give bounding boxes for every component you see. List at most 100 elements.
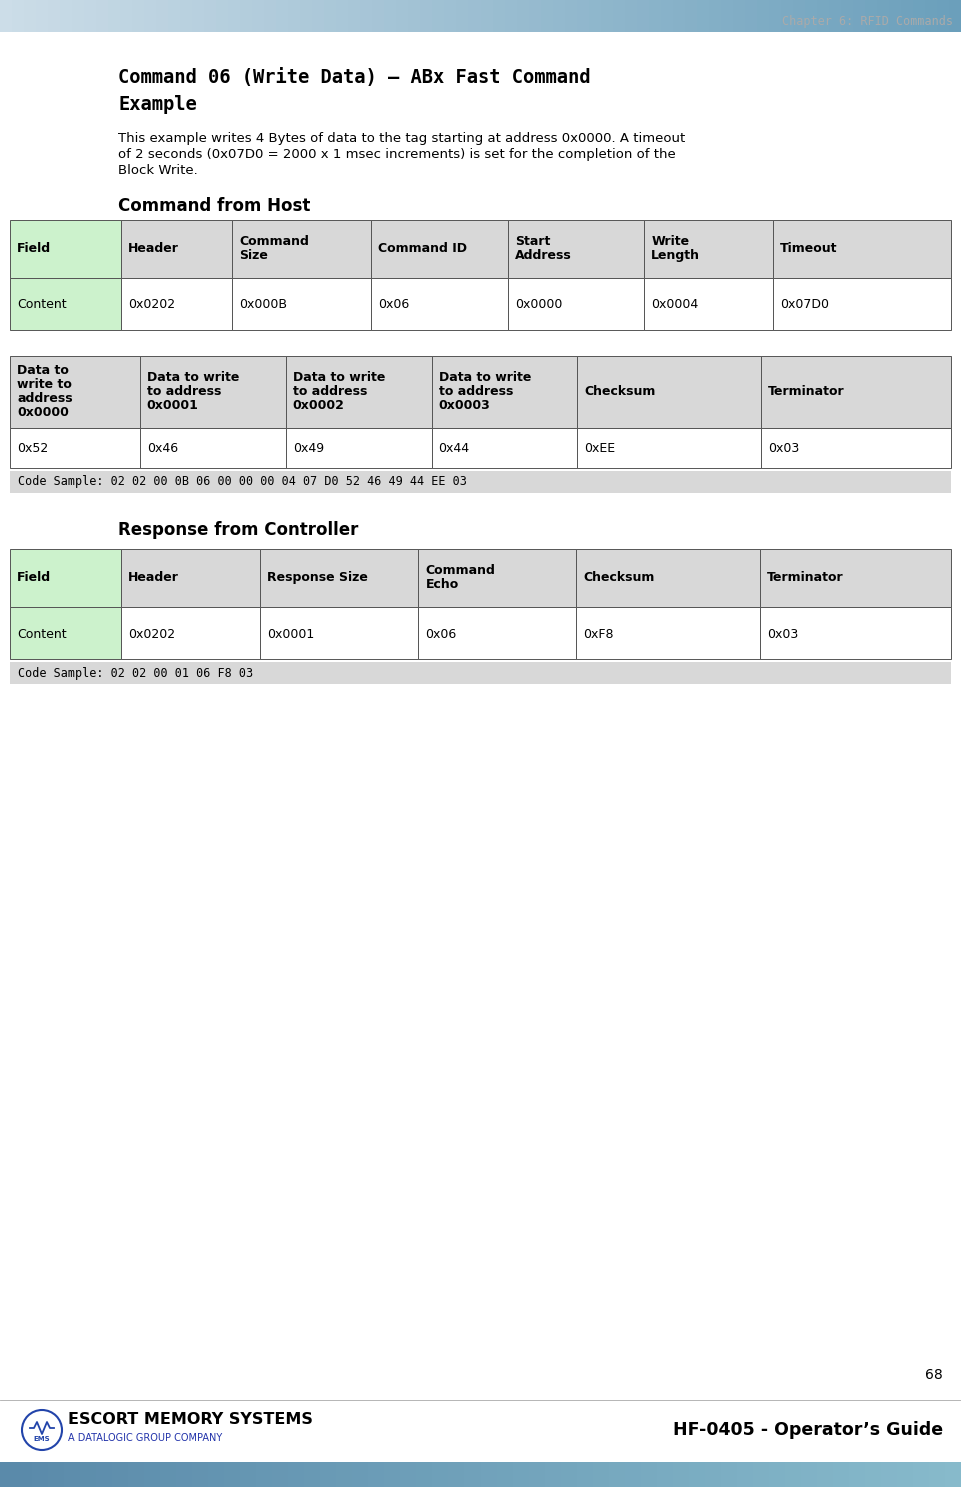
Text: 0x0000: 0x0000 (515, 299, 562, 311)
Bar (456, 0, 470, 33)
Bar (656, 1462, 674, 1487)
Bar (512, 1462, 530, 1487)
Bar (401, 1462, 417, 1487)
Bar (505, 0, 518, 33)
Bar (913, 1462, 930, 1487)
Bar (897, 1462, 914, 1487)
Text: 0x0202: 0x0202 (128, 299, 175, 311)
Text: 0xEE: 0xEE (584, 443, 616, 455)
Bar (325, 0, 337, 33)
Bar (737, 1462, 753, 1487)
Bar (384, 0, 398, 33)
Bar (673, 0, 686, 33)
Text: Header: Header (128, 571, 179, 584)
Bar (540, 0, 554, 33)
Bar (48, 0, 62, 33)
Bar (865, 0, 878, 33)
Bar (168, 0, 182, 33)
Bar (301, 0, 313, 33)
Bar (721, 0, 734, 33)
Text: Size: Size (239, 248, 268, 262)
Text: write to: write to (17, 378, 72, 391)
Text: Content: Content (17, 299, 66, 311)
Bar (577, 1462, 594, 1487)
Bar (336, 1462, 354, 1487)
Bar (260, 549, 418, 607)
Bar (560, 1462, 578, 1487)
Bar (684, 0, 698, 33)
Text: HF-0405 - Operator’s Guide: HF-0405 - Operator’s Guide (673, 1422, 943, 1439)
Text: 0x06: 0x06 (426, 628, 456, 641)
Bar (577, 0, 590, 33)
Bar (349, 0, 361, 33)
Bar (60, 0, 73, 33)
Bar (10, 220, 121, 278)
Bar (577, 549, 760, 607)
Bar (121, 607, 260, 659)
Bar (649, 0, 662, 33)
Bar (697, 0, 710, 33)
Bar (469, 0, 481, 33)
Bar (507, 278, 644, 330)
Bar (192, 0, 206, 33)
Bar (240, 0, 254, 33)
Text: Response Size: Response Size (267, 571, 368, 584)
Bar (421, 0, 433, 33)
Bar (889, 0, 902, 33)
Bar (305, 1462, 321, 1487)
Bar (449, 1462, 465, 1487)
Bar (373, 0, 385, 33)
Bar (432, 0, 446, 33)
Bar (553, 0, 566, 33)
Text: 68: 68 (925, 1368, 943, 1381)
Text: This example writes 4 Bytes of data to the tag starting at address 0x0000. A tim: This example writes 4 Bytes of data to t… (118, 132, 685, 146)
Bar (0, 0, 13, 33)
Bar (112, 1462, 129, 1487)
Bar (121, 549, 260, 607)
Bar (48, 1462, 65, 1487)
Bar (128, 1462, 145, 1487)
Bar (793, 0, 806, 33)
Bar (252, 0, 265, 33)
Text: to address: to address (438, 385, 513, 399)
Bar (64, 1462, 81, 1487)
Bar (578, 355, 761, 428)
Bar (121, 278, 232, 330)
Text: Example: Example (118, 95, 197, 114)
Bar (144, 0, 158, 33)
Bar (408, 0, 422, 33)
Bar (828, 0, 842, 33)
Bar (96, 1462, 113, 1487)
Bar (545, 1462, 561, 1487)
Bar (96, 0, 110, 33)
Text: Terminator: Terminator (767, 571, 844, 584)
Bar (312, 0, 326, 33)
Bar (733, 0, 746, 33)
Bar (371, 220, 507, 278)
Text: Command from Host: Command from Host (118, 196, 310, 216)
Bar (288, 0, 302, 33)
Bar (841, 0, 854, 33)
Bar (384, 1462, 402, 1487)
Text: 0x0202: 0x0202 (128, 628, 175, 641)
Text: Write: Write (652, 235, 689, 248)
Text: 0x0000: 0x0000 (17, 406, 69, 419)
Text: Data to write: Data to write (147, 370, 239, 384)
Bar (10, 607, 121, 659)
Bar (507, 220, 644, 278)
Text: 0x0001: 0x0001 (147, 399, 199, 412)
Bar (529, 0, 542, 33)
Bar (360, 0, 374, 33)
Text: 0x46: 0x46 (147, 443, 178, 455)
Text: 0x0003: 0x0003 (438, 399, 490, 412)
Text: to address: to address (293, 385, 367, 399)
Bar (24, 0, 37, 33)
Bar (144, 1462, 161, 1487)
Bar (588, 0, 602, 33)
Bar (757, 0, 770, 33)
Text: Field: Field (17, 242, 51, 254)
Bar (232, 220, 371, 278)
Bar (817, 0, 830, 33)
Bar (752, 1462, 770, 1487)
Bar (637, 0, 650, 33)
